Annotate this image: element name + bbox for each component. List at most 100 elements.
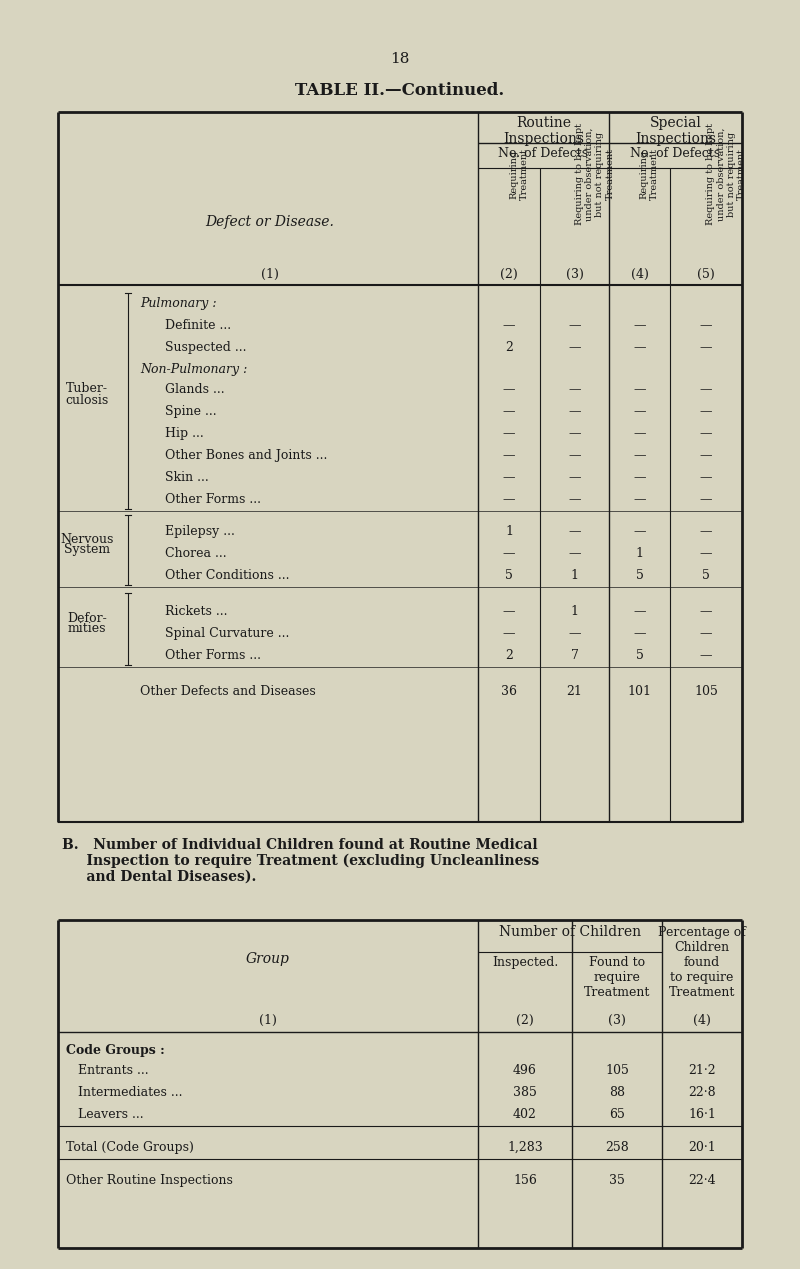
Text: —: — (502, 471, 515, 483)
Text: —: — (634, 319, 646, 332)
Text: System: System (64, 543, 110, 556)
Text: —: — (634, 605, 646, 618)
Text: Tuber-: Tuber- (66, 382, 108, 395)
Text: Intermediates ...: Intermediates ... (66, 1086, 182, 1099)
Text: Other Forms ...: Other Forms ... (165, 648, 261, 662)
Text: Routine
Inspections: Routine Inspections (503, 115, 584, 146)
Text: Other Conditions ...: Other Conditions ... (165, 569, 290, 582)
Text: Number of Children: Number of Children (499, 925, 641, 939)
Text: 22·4: 22·4 (688, 1174, 716, 1187)
Text: —: — (568, 319, 581, 332)
Text: Requiring
Treatment: Requiring Treatment (639, 148, 659, 201)
Text: No. of Defects: No. of Defects (630, 147, 721, 160)
Text: Defect or Disease.: Defect or Disease. (206, 214, 334, 228)
Text: —: — (700, 525, 712, 538)
Text: Defor-: Defor- (67, 612, 107, 626)
Text: Other Routine Inspections: Other Routine Inspections (66, 1174, 233, 1187)
Text: Pulmonary :: Pulmonary : (140, 297, 217, 310)
Text: Glands ...: Glands ... (165, 383, 225, 396)
Text: TABLE II.—Continued.: TABLE II.—Continued. (295, 82, 505, 99)
Text: 1,283: 1,283 (507, 1141, 543, 1154)
Text: —: — (700, 547, 712, 560)
Text: —: — (700, 492, 712, 506)
Text: 2: 2 (505, 648, 513, 662)
Text: Inspection to require Treatment (excluding Uncleanliness: Inspection to require Treatment (excludi… (62, 854, 539, 868)
Text: —: — (568, 405, 581, 418)
Text: Spine ...: Spine ... (165, 405, 217, 418)
Text: 21: 21 (566, 685, 582, 698)
Text: 105: 105 (694, 685, 718, 698)
Text: 1: 1 (570, 569, 578, 582)
Text: Group: Group (246, 952, 290, 966)
Text: —: — (634, 341, 646, 354)
Text: (4): (4) (693, 1014, 711, 1027)
Text: —: — (700, 605, 712, 618)
Text: 5: 5 (702, 569, 710, 582)
Text: —: — (700, 319, 712, 332)
Text: Hip ...: Hip ... (165, 426, 204, 440)
Text: Requiring to be kept
under observation,
but not requiring
Treatment: Requiring to be kept under observation, … (706, 123, 746, 225)
Text: 16·1: 16·1 (688, 1108, 716, 1121)
Text: —: — (502, 319, 515, 332)
Text: —: — (700, 426, 712, 440)
Text: —: — (634, 525, 646, 538)
Text: —: — (502, 405, 515, 418)
Text: —: — (700, 341, 712, 354)
Text: Chorea ...: Chorea ... (165, 547, 226, 560)
Text: —: — (568, 383, 581, 396)
Text: Other Defects and Diseases: Other Defects and Diseases (140, 685, 316, 698)
Text: —: — (502, 449, 515, 462)
Text: 88: 88 (609, 1086, 625, 1099)
Text: 5: 5 (635, 569, 643, 582)
Text: —: — (502, 492, 515, 506)
Text: 156: 156 (513, 1174, 537, 1187)
Text: 105: 105 (605, 1063, 629, 1077)
Text: —: — (568, 627, 581, 640)
Text: Inspected.: Inspected. (492, 956, 558, 970)
Text: (4): (4) (630, 268, 649, 280)
Text: —: — (568, 525, 581, 538)
Text: —: — (700, 648, 712, 662)
Text: 65: 65 (609, 1108, 625, 1121)
Text: 5: 5 (635, 648, 643, 662)
Text: Total (Code Groups): Total (Code Groups) (66, 1141, 194, 1154)
Text: 7: 7 (570, 648, 578, 662)
Text: —: — (568, 547, 581, 560)
Text: Nervous: Nervous (60, 533, 114, 546)
Text: (2): (2) (500, 268, 518, 280)
Text: —: — (502, 383, 515, 396)
Text: —: — (634, 492, 646, 506)
Text: —: — (700, 471, 712, 483)
Text: —: — (634, 627, 646, 640)
Text: 402: 402 (513, 1108, 537, 1121)
Text: —: — (568, 341, 581, 354)
Text: Skin ...: Skin ... (165, 471, 209, 483)
Text: Suspected ...: Suspected ... (165, 341, 246, 354)
Text: Definite ...: Definite ... (165, 319, 231, 332)
Text: —: — (634, 449, 646, 462)
Text: 258: 258 (605, 1141, 629, 1154)
Text: and Dental Diseases).: and Dental Diseases). (62, 871, 256, 884)
Text: —: — (634, 383, 646, 396)
Text: 496: 496 (513, 1063, 537, 1077)
Text: 22·8: 22·8 (688, 1086, 716, 1099)
Text: —: — (502, 627, 515, 640)
Text: —: — (700, 383, 712, 396)
Text: —: — (568, 471, 581, 483)
Text: mities: mities (68, 622, 106, 634)
Text: 36: 36 (501, 685, 517, 698)
Text: —: — (502, 605, 515, 618)
Text: Requiring
Treatment: Requiring Treatment (509, 148, 528, 201)
Text: (2): (2) (516, 1014, 534, 1027)
Text: (1): (1) (259, 1014, 277, 1027)
Text: 1: 1 (505, 525, 513, 538)
Text: —: — (700, 405, 712, 418)
Text: (1): (1) (261, 268, 279, 280)
Text: (3): (3) (608, 1014, 626, 1027)
Text: Epilepsy ...: Epilepsy ... (165, 525, 235, 538)
Text: (5): (5) (697, 268, 715, 280)
Text: No. of Defects: No. of Defects (498, 147, 589, 160)
Text: —: — (700, 449, 712, 462)
Text: Spinal Curvature ...: Spinal Curvature ... (165, 627, 290, 640)
Text: Percentage of
Children
found
to require
Treatment: Percentage of Children found to require … (658, 926, 746, 999)
